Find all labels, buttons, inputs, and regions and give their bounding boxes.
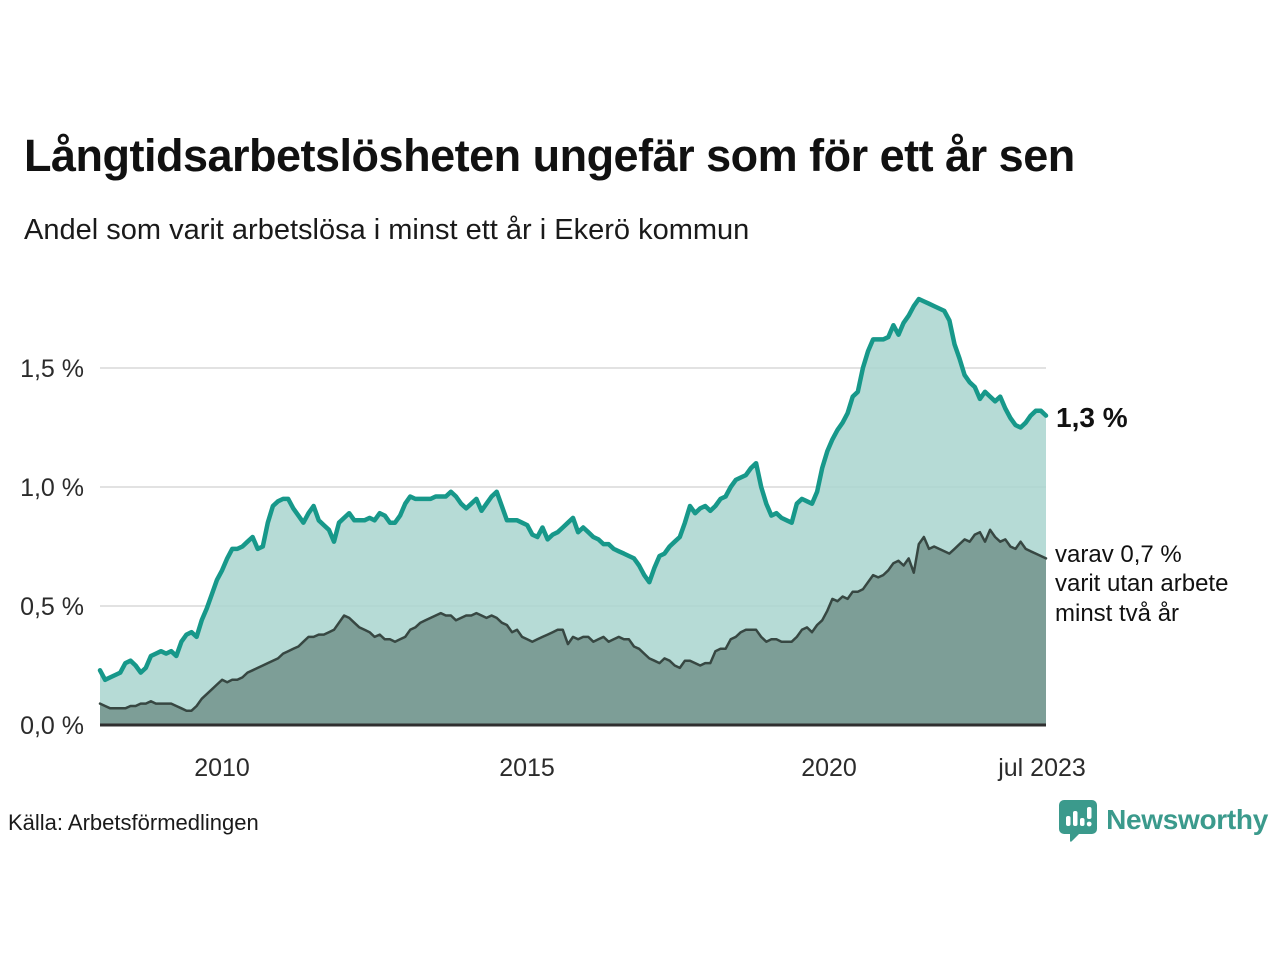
newsworthy-logo-icon bbox=[1059, 800, 1098, 842]
x-tick-2010: 2010 bbox=[194, 754, 250, 782]
series2-annotation-line1: varav 0,7 % bbox=[1055, 541, 1182, 568]
x-tick-2015: 2015 bbox=[499, 754, 555, 782]
brand-lockup[interactable]: Newsworthy bbox=[1058, 798, 1268, 842]
series2-line bbox=[98, 528, 1048, 712]
x-tick-jul-2023: jul 2023 bbox=[998, 754, 1086, 782]
page-title: Långtidsarbetslösheten ungefär som för e… bbox=[24, 130, 1075, 181]
series1-line bbox=[97, 296, 1049, 683]
source-caption: Källa: Arbetsförmedlingen bbox=[8, 810, 259, 835]
brand-name: Newsworthy bbox=[1106, 804, 1268, 835]
x-tick-2020: 2020 bbox=[801, 754, 857, 782]
series2-annotation: varav 0,7 % varit utan arbete minst två … bbox=[1055, 540, 1228, 628]
y-tick-0-5: 0,5 % bbox=[20, 593, 84, 621]
series2-annotation-line2: varit utan arbete bbox=[1055, 570, 1229, 598]
y-tick-1-5: 1,5 % bbox=[20, 355, 84, 383]
series2-area bbox=[100, 529, 1046, 725]
series2-annotation-line3: minst två år bbox=[1055, 599, 1180, 627]
y-tick-1-0: 1,0 % bbox=[20, 474, 84, 502]
chart-subtitle: Andel som varit arbetslösa i minst ett å… bbox=[24, 214, 750, 246]
y-tick-0-0: 0,0 % bbox=[20, 712, 84, 740]
series1-area bbox=[100, 299, 1046, 725]
latest-value-label: 1,3 % bbox=[1056, 402, 1128, 433]
